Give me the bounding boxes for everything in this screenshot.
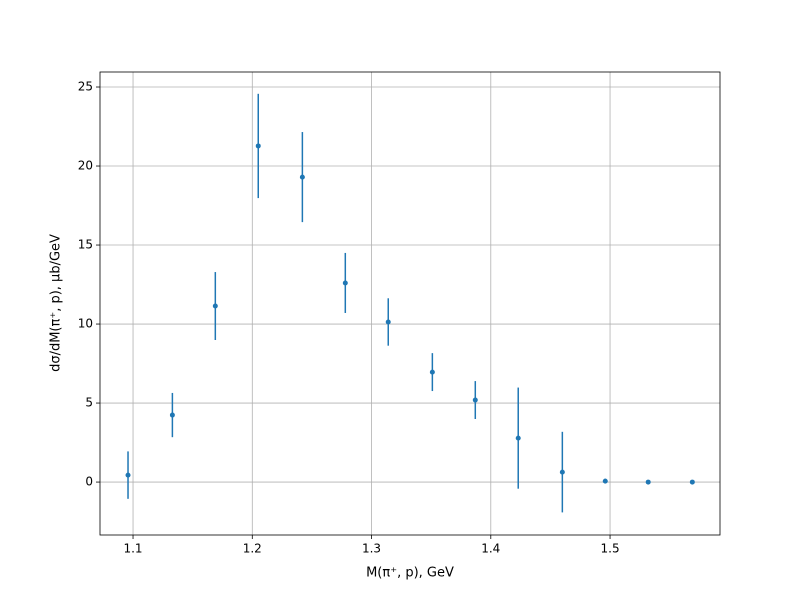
data-point — [255, 143, 261, 149]
data-point — [385, 319, 391, 325]
data-point — [342, 280, 348, 286]
x-tick-label: 1.3 — [362, 542, 381, 556]
data-point — [515, 435, 521, 441]
y-tick-label: 5 — [85, 396, 93, 410]
data-point — [125, 472, 131, 478]
data-point — [689, 479, 695, 485]
y-axis-label: dσ/dM(π⁺, p), μb/GeV — [49, 234, 64, 372]
x-tick-label: 1.4 — [481, 542, 500, 556]
data-point — [602, 478, 608, 484]
y-tick-label: 0 — [85, 475, 93, 489]
y-tick-label: 10 — [78, 317, 93, 331]
y-tick-label: 20 — [78, 159, 93, 173]
data-point — [472, 397, 478, 403]
plot-frame — [99, 71, 721, 536]
x-tick-label: 1.2 — [243, 542, 262, 556]
x-tick-label: 1.1 — [123, 542, 142, 556]
data-point — [429, 369, 435, 375]
x-axis-label: M(π⁺, p), GeV — [366, 566, 454, 581]
data-point — [559, 469, 565, 475]
data-point — [169, 412, 175, 418]
y-tick-label: 15 — [78, 238, 93, 252]
data-point — [299, 174, 305, 180]
data-point — [212, 303, 218, 309]
x-tick-label: 1.5 — [601, 542, 620, 556]
data-point — [645, 479, 651, 485]
y-tick-label: 25 — [78, 80, 93, 94]
